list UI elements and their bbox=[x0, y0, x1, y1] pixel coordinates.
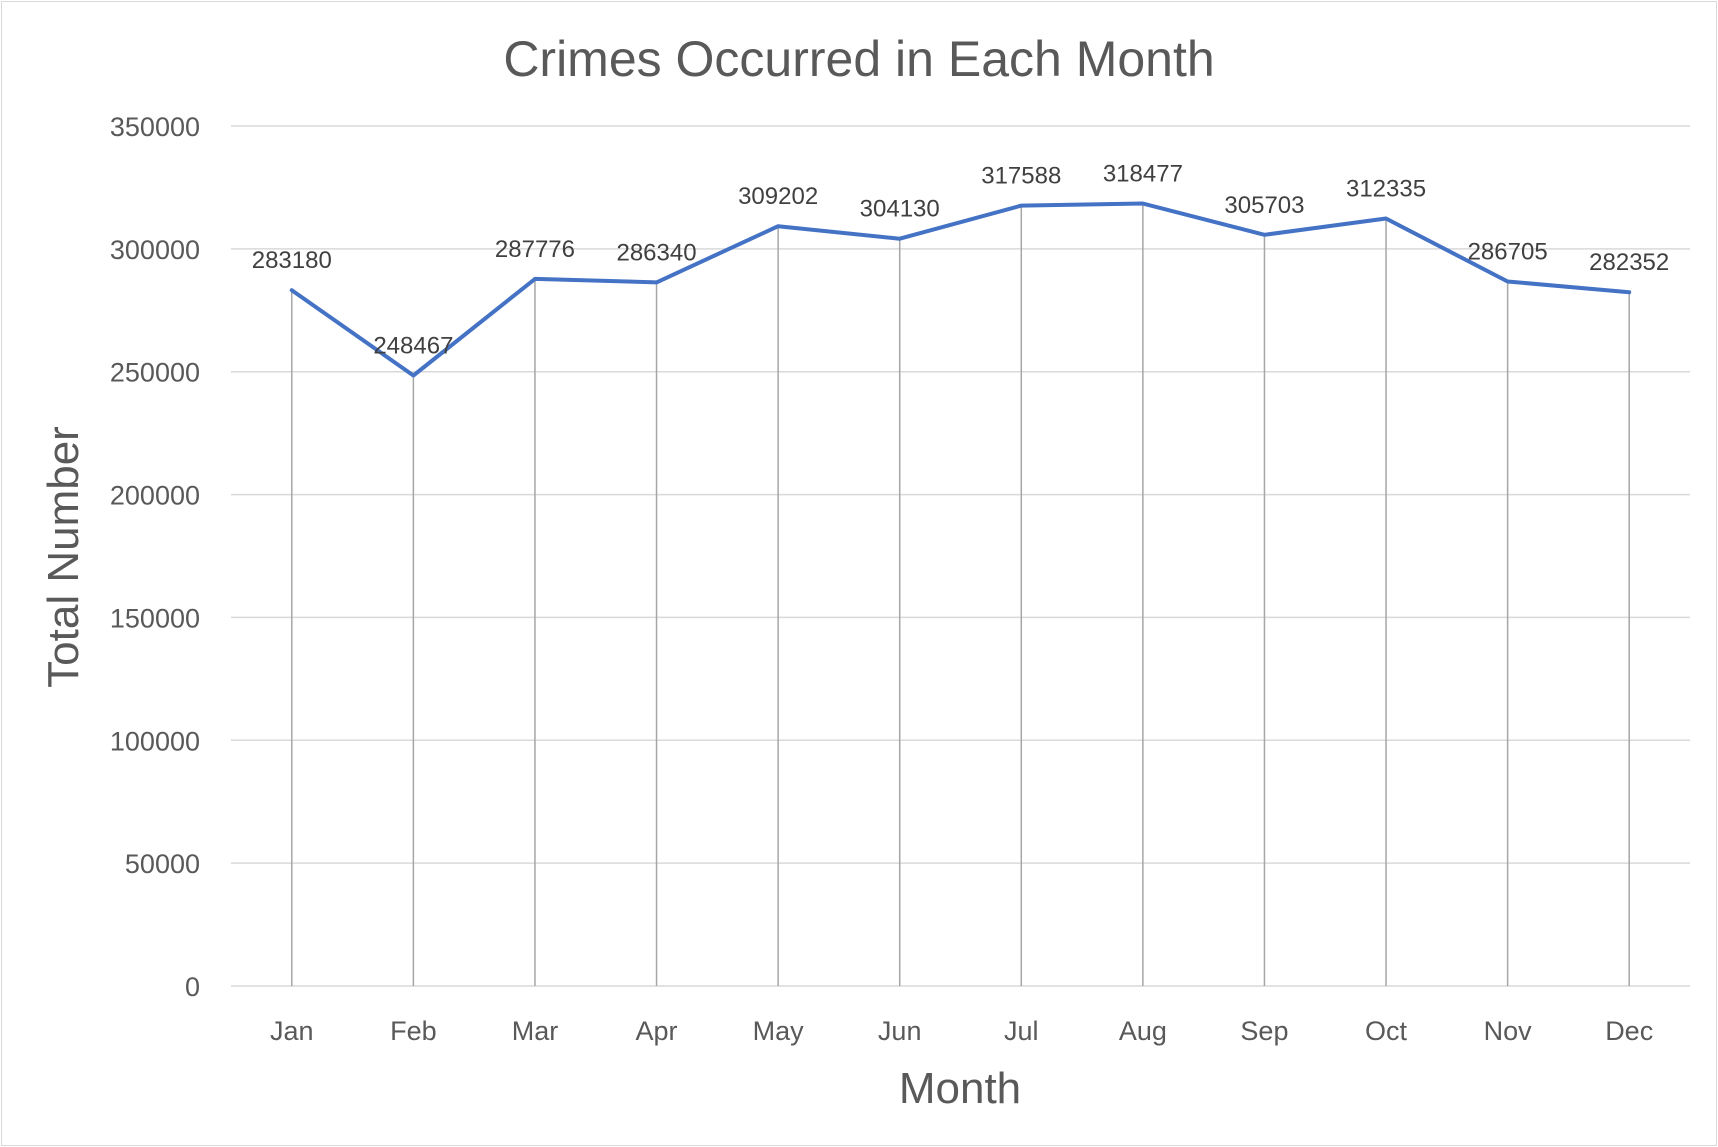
x-tick-label: Aug bbox=[1119, 1016, 1167, 1046]
y-tick-label: 350000 bbox=[110, 112, 200, 142]
y-tick-label: 0 bbox=[185, 972, 200, 1002]
y-tick-label: 300000 bbox=[110, 235, 200, 265]
x-axis-ticks: Jan Feb Mar Apr May Jun Jul Aug Sep Oct Nov Dec bbox=[270, 1016, 1653, 1046]
data-label: 286705 bbox=[1468, 239, 1548, 266]
y-axis-title: Total Number bbox=[39, 426, 88, 688]
data-label: 283180 bbox=[252, 247, 332, 274]
data-label: 286340 bbox=[616, 239, 696, 266]
data-label: 312335 bbox=[1346, 176, 1426, 203]
y-tick-label: 50000 bbox=[125, 849, 200, 879]
x-tick-label: Oct bbox=[1365, 1016, 1408, 1046]
y-tick-label: 100000 bbox=[110, 726, 200, 756]
y-tick-label: 250000 bbox=[110, 358, 200, 388]
x-tick-label: Feb bbox=[390, 1016, 437, 1046]
x-tick-label: May bbox=[753, 1016, 805, 1046]
chart-title: Crimes Occurred in Each Month bbox=[503, 31, 1214, 87]
data-label: 317588 bbox=[981, 163, 1061, 190]
x-tick-label: Apr bbox=[636, 1016, 678, 1046]
x-tick-label: Nov bbox=[1484, 1016, 1533, 1046]
data-labels: 283180 248467 287776 286340 309202 304130 3175… bbox=[252, 160, 1670, 359]
data-label: 304130 bbox=[860, 196, 940, 223]
data-label: 305703 bbox=[1224, 192, 1304, 219]
y-axis-ticks: 0 50000 100000 150000 200000 250000 300000 3500… bbox=[110, 112, 200, 1002]
x-tick-label: Jun bbox=[878, 1016, 922, 1046]
x-tick-label: Jan bbox=[270, 1016, 314, 1046]
data-label: 287776 bbox=[495, 236, 575, 263]
data-label: 309202 bbox=[738, 183, 818, 210]
x-axis-title: Month bbox=[899, 1064, 1021, 1113]
x-tick-label: Mar bbox=[512, 1016, 559, 1046]
drop-lines bbox=[291, 203, 1630, 986]
data-label: 248467 bbox=[373, 332, 453, 359]
data-label: 318477 bbox=[1103, 160, 1183, 187]
data-label: 282352 bbox=[1589, 249, 1669, 276]
x-tick-label: Dec bbox=[1605, 1016, 1653, 1046]
series-line bbox=[289, 201, 1632, 378]
y-tick-label: 200000 bbox=[110, 481, 200, 511]
x-tick-label: Sep bbox=[1240, 1016, 1288, 1046]
x-tick-label: Jul bbox=[1004, 1016, 1039, 1046]
y-tick-label: 150000 bbox=[110, 603, 200, 633]
